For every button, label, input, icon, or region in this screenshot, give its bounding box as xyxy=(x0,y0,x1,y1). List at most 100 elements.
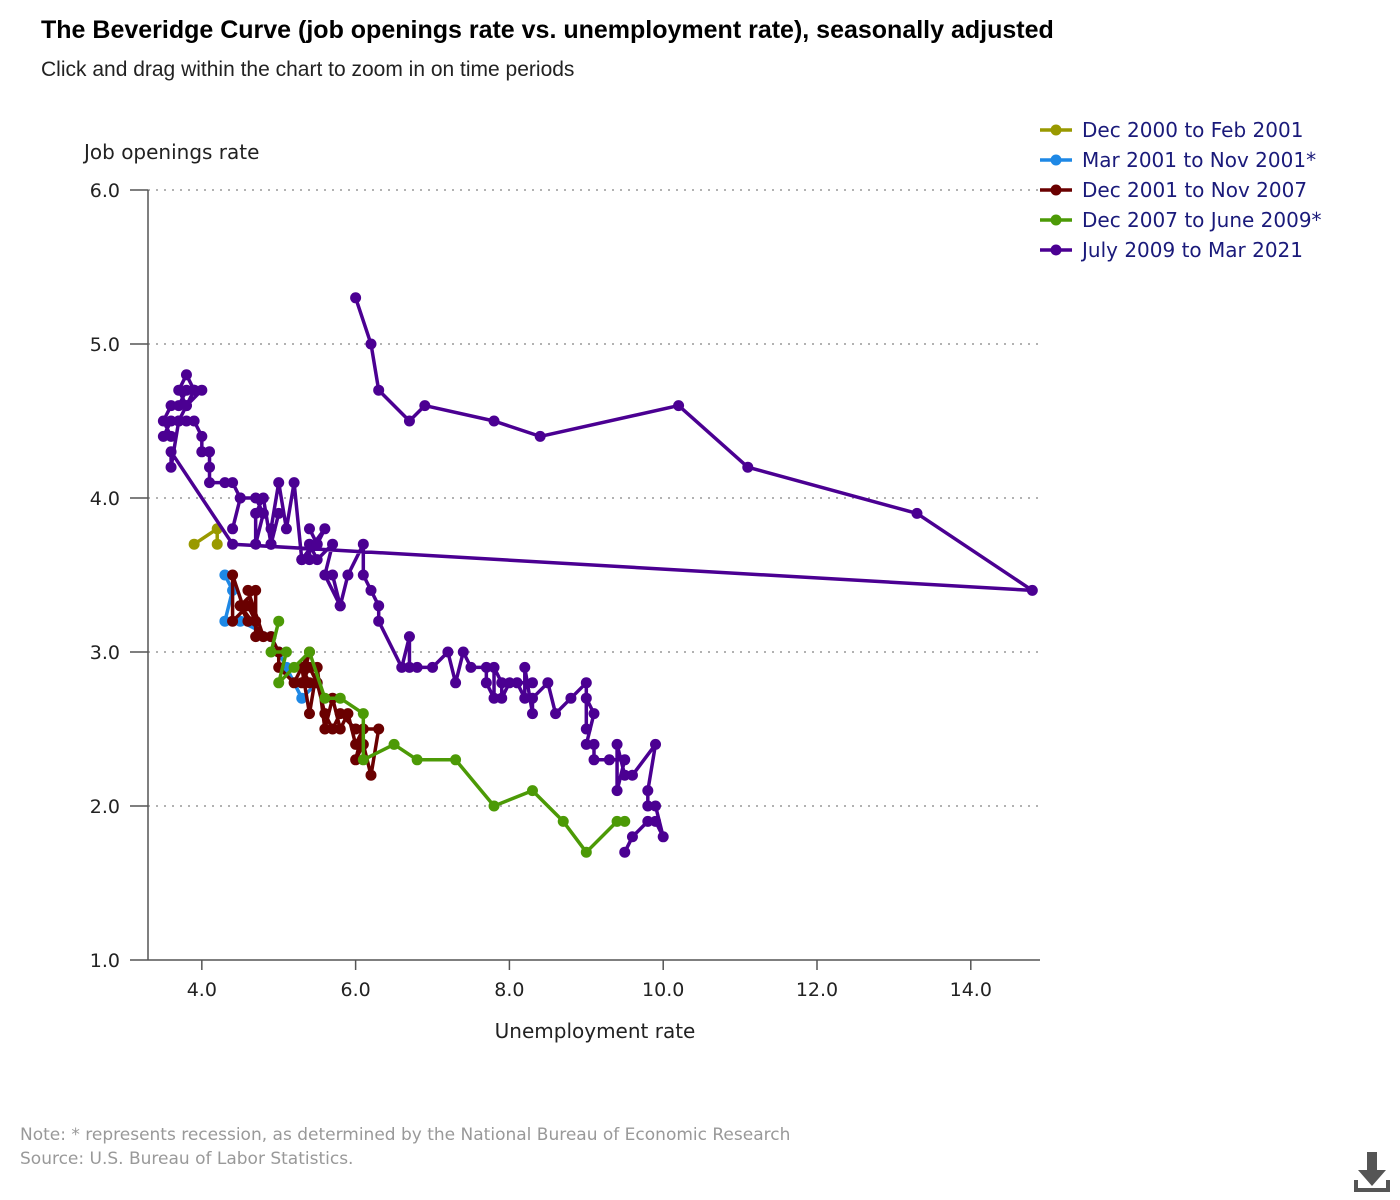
data-point[interactable] xyxy=(580,738,592,750)
data-point[interactable] xyxy=(319,708,331,720)
data-point[interactable] xyxy=(188,538,200,550)
data-point[interactable] xyxy=(165,446,177,458)
data-point[interactable] xyxy=(257,492,269,504)
data-point[interactable] xyxy=(296,692,308,704)
data-point[interactable] xyxy=(219,569,231,581)
data-point[interactable] xyxy=(450,754,462,766)
data-point[interactable] xyxy=(365,338,377,350)
data-point[interactable] xyxy=(334,692,346,704)
data-point[interactable] xyxy=(650,800,662,812)
data-point[interactable] xyxy=(519,692,531,704)
legend-item[interactable]: July 2009 to Mar 2021 xyxy=(1040,235,1322,265)
data-point[interactable] xyxy=(442,646,454,658)
data-point[interactable] xyxy=(619,769,631,781)
data-point[interactable] xyxy=(626,831,638,843)
data-point[interactable] xyxy=(319,723,331,735)
data-point[interactable] xyxy=(534,430,546,442)
data-point[interactable] xyxy=(565,692,577,704)
data-point[interactable] xyxy=(603,754,615,766)
data-point[interactable] xyxy=(173,400,185,412)
data-point[interactable] xyxy=(550,708,562,720)
data-point[interactable] xyxy=(157,430,169,442)
data-point[interactable] xyxy=(180,384,192,396)
data-point[interactable] xyxy=(488,692,500,704)
data-point[interactable] xyxy=(488,415,500,427)
data-point[interactable] xyxy=(173,415,185,427)
data-point[interactable] xyxy=(327,723,339,735)
data-point[interactable] xyxy=(496,677,508,689)
data-point[interactable] xyxy=(611,738,623,750)
data-point[interactable] xyxy=(250,507,262,519)
legend-item[interactable]: Dec 2000 to Feb 2001 xyxy=(1040,115,1322,145)
data-point[interactable] xyxy=(242,615,254,627)
data-point[interactable] xyxy=(196,384,208,396)
data-point[interactable] xyxy=(188,415,200,427)
data-point[interactable] xyxy=(619,815,631,827)
data-point[interactable] xyxy=(188,384,200,396)
data-point[interactable] xyxy=(619,846,631,858)
data-point[interactable] xyxy=(488,800,500,812)
series-4[interactable] xyxy=(265,615,631,858)
data-point[interactable] xyxy=(350,754,362,766)
data-point[interactable] xyxy=(673,400,685,412)
data-point[interactable] xyxy=(273,507,285,519)
data-point[interactable] xyxy=(242,584,254,596)
data-point[interactable] xyxy=(327,538,339,550)
data-point[interactable] xyxy=(580,677,592,689)
data-point[interactable] xyxy=(488,661,500,673)
data-point[interactable] xyxy=(173,384,185,396)
data-point[interactable] xyxy=(588,754,600,766)
data-point[interactable] xyxy=(450,677,462,689)
data-point[interactable] xyxy=(250,584,262,596)
data-point[interactable] xyxy=(227,477,239,489)
data-point[interactable] xyxy=(257,507,269,519)
data-point[interactable] xyxy=(650,738,662,750)
data-point[interactable] xyxy=(204,477,216,489)
data-point[interactable] xyxy=(357,538,369,550)
data-point[interactable] xyxy=(180,369,192,381)
data-point[interactable] xyxy=(626,769,638,781)
data-point[interactable] xyxy=(480,677,492,689)
data-point[interactable] xyxy=(288,661,300,673)
data-point[interactable] xyxy=(180,400,192,412)
data-point[interactable] xyxy=(419,400,431,412)
data-point[interactable] xyxy=(642,815,654,827)
data-point[interactable] xyxy=(303,677,315,689)
data-point[interactable] xyxy=(334,708,346,720)
data-point[interactable] xyxy=(265,646,277,658)
data-point[interactable] xyxy=(265,538,277,550)
data-point[interactable] xyxy=(611,815,623,827)
series-1[interactable] xyxy=(188,523,223,550)
data-point[interactable] xyxy=(250,615,262,627)
data-point[interactable] xyxy=(234,492,246,504)
data-point[interactable] xyxy=(357,708,369,720)
data-point[interactable] xyxy=(350,292,362,304)
data-point[interactable] xyxy=(357,754,369,766)
data-point[interactable] xyxy=(480,661,492,673)
data-point[interactable] xyxy=(273,615,285,627)
data-point[interactable] xyxy=(511,677,523,689)
data-point[interactable] xyxy=(427,661,439,673)
data-point[interactable] xyxy=(657,831,669,843)
legend-item[interactable]: Mar 2001 to Nov 2001* xyxy=(1040,145,1322,175)
data-point[interactable] xyxy=(619,754,631,766)
data-point[interactable] xyxy=(250,631,262,643)
data-point[interactable] xyxy=(250,538,262,550)
data-point[interactable] xyxy=(219,477,231,489)
data-point[interactable] xyxy=(165,461,177,473)
data-point[interactable] xyxy=(204,461,216,473)
data-point[interactable] xyxy=(288,677,300,689)
data-point[interactable] xyxy=(334,723,346,735)
series-5[interactable] xyxy=(157,292,1038,858)
beveridge-curve-chart[interactable]: 1.02.03.04.05.06.04.0 6.0 8.0 10.0 12.0 14.0 … xyxy=(0,0,1400,1100)
data-point[interactable] xyxy=(457,646,469,658)
data-point[interactable] xyxy=(388,738,400,750)
data-point[interactable] xyxy=(396,661,408,673)
data-point[interactable] xyxy=(219,615,231,627)
data-point[interactable] xyxy=(273,477,285,489)
data-point[interactable] xyxy=(350,723,362,735)
data-point[interactable] xyxy=(403,661,415,673)
data-point[interactable] xyxy=(303,538,315,550)
data-point[interactable] xyxy=(265,523,277,535)
data-point[interactable] xyxy=(542,677,554,689)
